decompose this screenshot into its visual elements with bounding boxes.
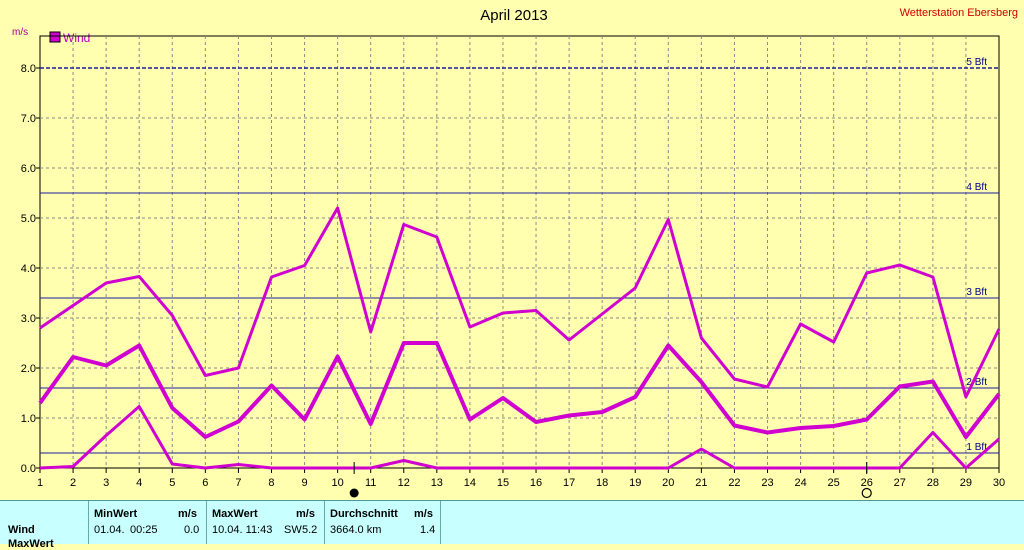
y-tick-label: 3.0 (21, 313, 36, 325)
x-tick-label: 17 (563, 477, 575, 489)
x-tick-label: 14 (464, 477, 476, 489)
x-tick-label: 6 (202, 477, 208, 489)
stats-row-label: Wind (8, 524, 35, 536)
stats-divider (206, 501, 207, 544)
chart: April 2013 Wetterstation Ebersberg m/s W… (12, 7, 1018, 499)
x-tick-label: 4 (136, 477, 142, 489)
avg-unit: m/s (414, 508, 433, 520)
beaufort-label: 3 Bft (966, 287, 987, 298)
statistics-panel: Wind MaxWert MinWert m/s 01.04. 00:25 0.… (0, 500, 1024, 550)
y-unit-label: m/s (12, 27, 28, 38)
x-tick-label: 1 (37, 477, 43, 489)
max-direction: SW (284, 524, 302, 536)
y-tick-label: 8.0 (21, 63, 36, 75)
series-line-max (39, 206, 1001, 399)
max-value: 5.2 (302, 524, 318, 536)
stats-divider (324, 501, 325, 544)
x-tick-label: 21 (695, 477, 707, 489)
x-tick-label: 8 (268, 477, 274, 489)
station-name: Wetterstation Ebersberg (900, 7, 1018, 19)
x-tick-label: 22 (728, 477, 740, 489)
y-tick-label: 1.0 (21, 413, 36, 425)
beaufort-label: 4 Bft (966, 182, 987, 193)
x-tick-label: 28 (927, 477, 939, 489)
max-datetime: 10.04. 11:43 (212, 524, 273, 536)
x-tick-label: 20 (662, 477, 674, 489)
y-tick-label: 2.0 (21, 363, 36, 375)
x-tick-label: 30 (993, 477, 1005, 489)
y-tick-label: 0.0 (21, 463, 36, 475)
avg-distance: 3664.0 km (330, 524, 382, 536)
avg-header: Durchschnitt (330, 508, 398, 520)
x-tick-label: 5 (169, 477, 175, 489)
x-tick-label: 18 (596, 477, 608, 489)
x-tick-label: 26 (861, 477, 873, 489)
y-tick-label: 4.0 (21, 263, 36, 275)
beaufort-label: 1 Bft (966, 442, 987, 453)
max-header: MaxWert (212, 508, 258, 520)
min-unit: m/s (178, 508, 197, 520)
stats-divider (88, 501, 89, 544)
legend-swatch (49, 31, 61, 43)
chart-title: April 2013 (480, 7, 548, 24)
beaufort-label: 5 Bft (966, 57, 987, 68)
y-tick-label: 7.0 (21, 113, 36, 125)
series-line-mean (38, 341, 1001, 439)
x-tick-label: 7 (235, 477, 241, 489)
legend-label: Wind (63, 31, 90, 45)
avg-value: 1.4 (420, 524, 436, 536)
y-tick-label: 5.0 (21, 213, 36, 225)
x-tick-label: 19 (629, 477, 641, 489)
x-tick-label: 23 (761, 477, 773, 489)
x-tick-label: 25 (828, 477, 840, 489)
full-moon-icon (349, 488, 359, 498)
min-time: 00:25 (130, 524, 158, 536)
beaufort-label: 2 Bft (966, 377, 987, 388)
x-tick-label: 10 (331, 477, 343, 489)
min-header: MinWert (94, 508, 138, 520)
x-tick-label: 11 (365, 477, 376, 489)
x-tick-label: 15 (497, 477, 509, 489)
max-unit: m/s (296, 508, 315, 520)
x-tick-label: 24 (794, 477, 806, 489)
new-moon-icon (861, 487, 872, 499)
min-date: 01.04. (94, 524, 125, 536)
x-tick-label: 27 (894, 477, 906, 489)
stats-row2-label: MaxWert (8, 538, 54, 550)
x-tick-label: 2 (70, 477, 76, 489)
x-tick-label: 16 (530, 477, 542, 489)
plot-area: 1 2 3 4 5 6 7 8 9 10 11 12 13 14 15 16 17 18 19 20 21 22 23 24 2… (21, 35, 1005, 499)
y-tick-label: 6.0 (21, 163, 36, 175)
min-value: 0.0 (184, 524, 200, 536)
x-tick-label: 29 (960, 477, 972, 489)
stats-divider (440, 501, 441, 544)
x-tick-label: 3 (103, 477, 109, 489)
series-line-min (39, 405, 1000, 470)
x-tick-label: 9 (301, 477, 307, 489)
x-tick-label: 12 (398, 477, 410, 489)
x-tick-label: 13 (431, 477, 443, 489)
plot-frame (39, 35, 1000, 469)
